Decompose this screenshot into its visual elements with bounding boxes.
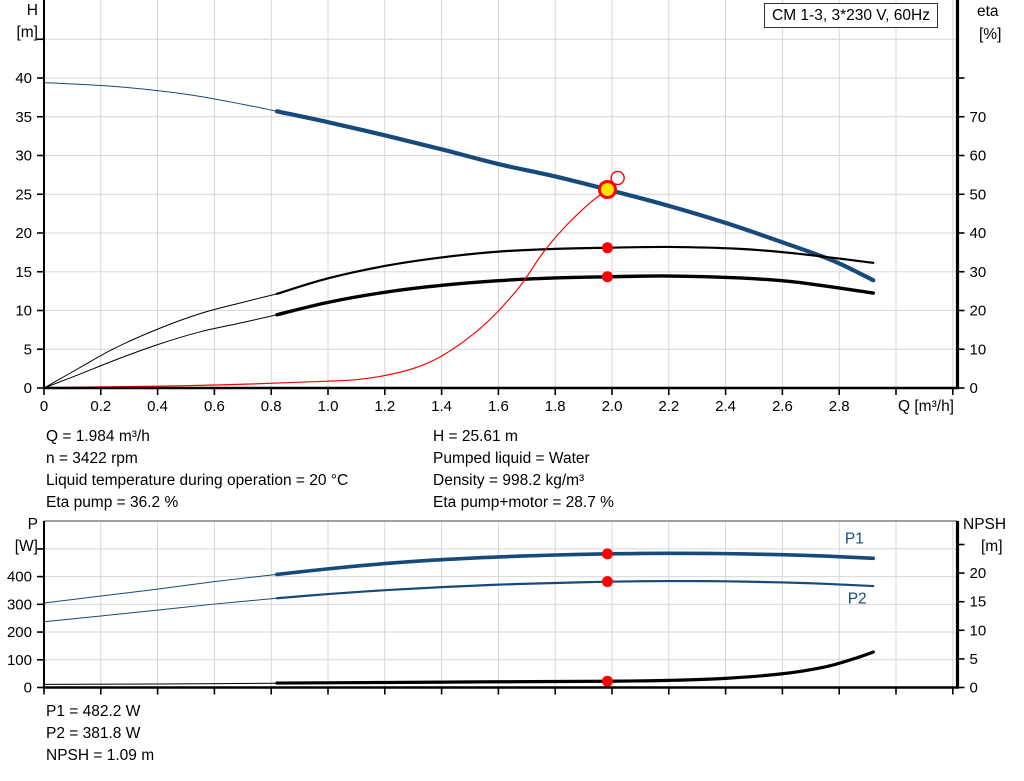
p-axis-name: P [27,516,38,533]
annotation-h: H = 25.61 m [433,428,518,445]
x-tick-label: 0.8 [261,398,282,415]
left-tick-label: 200 [7,624,32,641]
system-curve [43,188,609,389]
x-tick-label: 1.8 [545,398,566,415]
left-tick-label: 5 [24,341,32,358]
annotation-eta-pump-motor: Eta pump+motor = 28.7 % [433,494,614,511]
h-axis-unit: [m] [16,24,38,41]
npsh-axis-name: NPSH [963,516,1007,533]
head-curve-extension [43,82,278,112]
curve-label-P1: P1 [845,531,864,548]
eta-axis-name: eta [977,3,999,20]
annotation-q: Q = 1.984 m³/h [46,428,150,445]
annotation-p1: P1 = 482.2 W [46,703,141,720]
x-tick-label: 1.6 [488,398,509,415]
q-axis-label: Q [m³/h] [898,398,954,415]
right-tick-label: 40 [970,225,987,242]
x-tick-label: 0.2 [90,398,111,415]
x-tick-label: 0.4 [147,398,168,415]
duty-point [597,180,617,200]
right-tick-label: 20 [970,565,987,582]
right-tick-label: 10 [970,341,987,358]
left-tick-label: 0 [24,380,32,397]
annotation-p2: P2 = 381.8 W [46,725,141,742]
pump-title: CM 1-3, 3*230 V, 60Hz [772,6,930,24]
right-tick-label: 50 [970,186,987,203]
npsh-curve [275,650,875,685]
left-tick-label: 30 [15,148,32,165]
p1-curve [275,551,876,577]
eta-pump-point [601,242,613,254]
right-tick-label: 10 [970,622,987,639]
npsh-curve-extension [43,682,278,685]
hq-eta-chart: 0 0.2 0.4 0.6 0.8 1.0 1.2 1.4 1.6 1.8 2.0 2.2 2.4 2.6… [15,0,987,415]
npsh-point [601,675,613,687]
left-tick-label: 25 [15,186,32,203]
annotation-liquid: Pumped liquid = Water [433,450,590,467]
eta-axis-unit: [%] [979,26,1002,43]
left-tick-label: 100 [7,652,32,669]
right-tick-label: 0 [970,380,978,397]
annotation-right-column: H = 25.61 m Pumped liquid = Water Densit… [433,426,614,514]
right-tick-label: 15 [970,594,987,611]
left-tick-label: 10 [15,303,32,320]
right-tick-label: 0 [970,680,978,697]
curve-label-P2: P2 [848,591,867,608]
power-npsh-chart: P1 P2 0 100 200 300 400 0 5 10 15 20 [7,520,987,697]
x-tick-label: 2.8 [829,398,850,415]
x-tick-label: 1.2 [374,398,395,415]
right-tick-label: 70 [970,109,987,126]
eta-pump-motor-point [601,271,613,283]
left-tick-label: 40 [15,70,32,87]
x-tick-label: 2.2 [658,398,679,415]
left-tick-label: 15 [15,264,32,281]
p1-curve-extension [43,573,278,604]
annotation-temp: Liquid temperature during operation = 20… [46,472,349,489]
p2-curve-extension [43,597,278,623]
x-tick-label: 2.6 [772,398,793,415]
eta-pump-motor-curve [275,274,875,317]
h-axis-name: H [26,2,38,19]
x-tick-label: 0 [40,398,48,415]
p2-point [601,576,613,588]
x-tick-label: 0.6 [204,398,225,415]
annotation-density: Density = 998.2 kg/m³ [433,472,585,489]
annotation-eta-pump: Eta pump = 36.2 % [46,494,179,511]
left-tick-label: 300 [7,596,32,613]
p-axis-unit: [W] [14,538,38,555]
left-tick-label: 20 [15,225,32,242]
right-tick-label: 30 [970,264,987,281]
eta-pump-curve [275,245,875,295]
left-tick-label: 35 [15,109,32,126]
annotation-left-column: Q = 1.984 m³/h n = 3422 rpm Liquid tempe… [46,426,348,514]
x-tick-label: 2.4 [715,398,736,415]
pump-title-box: CM 1-3, 3*230 V, 60Hz [764,3,938,28]
right-tick-label: 60 [970,148,987,165]
x-tick-label: 1.0 [318,398,339,415]
right-tick-label: 5 [970,651,978,668]
npsh-axis-unit: [m] [981,538,1003,555]
p2-curve [275,579,875,600]
p1-point [601,548,613,560]
annotation-npsh: NPSH = 1.09 m [46,747,155,764]
left-tick-label: 400 [7,569,32,586]
eta-pump-extension [43,293,278,389]
head-curve [274,109,876,283]
x-tick-label: 1.4 [431,398,452,415]
right-tick-label: 20 [970,303,987,320]
alt-duty-point [610,170,625,186]
x-tick-label: 2.0 [602,398,623,415]
annotation-n: n = 3422 rpm [46,450,138,467]
eta-pump-motor-extension [43,314,278,389]
annotation-bottom-column: P1 = 482.2 W P2 = 381.8 W NPSH = 1.09 m [46,701,154,767]
left-tick-label: 0 [24,680,32,697]
